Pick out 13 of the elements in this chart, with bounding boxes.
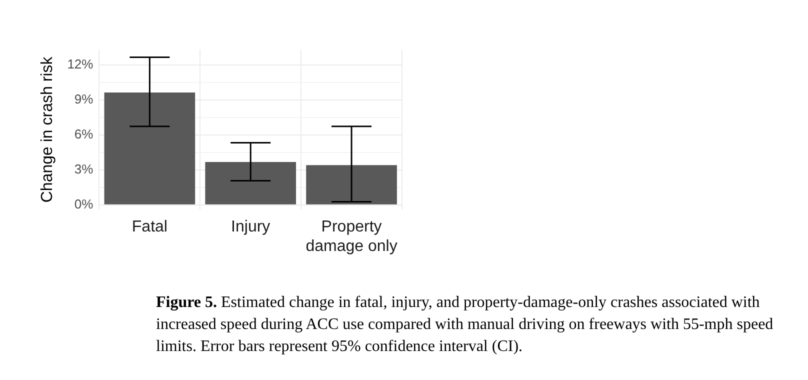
bar bbox=[205, 162, 296, 204]
y-tick-label: 12% bbox=[67, 56, 94, 72]
y-tick-label: 6% bbox=[74, 126, 94, 142]
y-tick-label: 9% bbox=[74, 92, 94, 107]
y-tick-label: 0% bbox=[74, 196, 94, 212]
bar bbox=[306, 165, 397, 204]
y-axis-title: Change in crash risk bbox=[39, 56, 56, 203]
caption: Figure 5. Estimated change in fatal, injury, and property-damage-only crashes associated with increased speed during ACC use compared with manual driving on freeways with 55-mph speed limits. Error bars represent 95% confidence interval (CI). bbox=[156, 294, 774, 355]
x-tick-label: Property damage only bbox=[306, 218, 398, 255]
x-tick-label: Injury bbox=[231, 218, 270, 236]
x-tick-label: Fatal bbox=[132, 218, 168, 236]
bar bbox=[104, 92, 196, 204]
y-tick-label: 3% bbox=[74, 162, 94, 177]
